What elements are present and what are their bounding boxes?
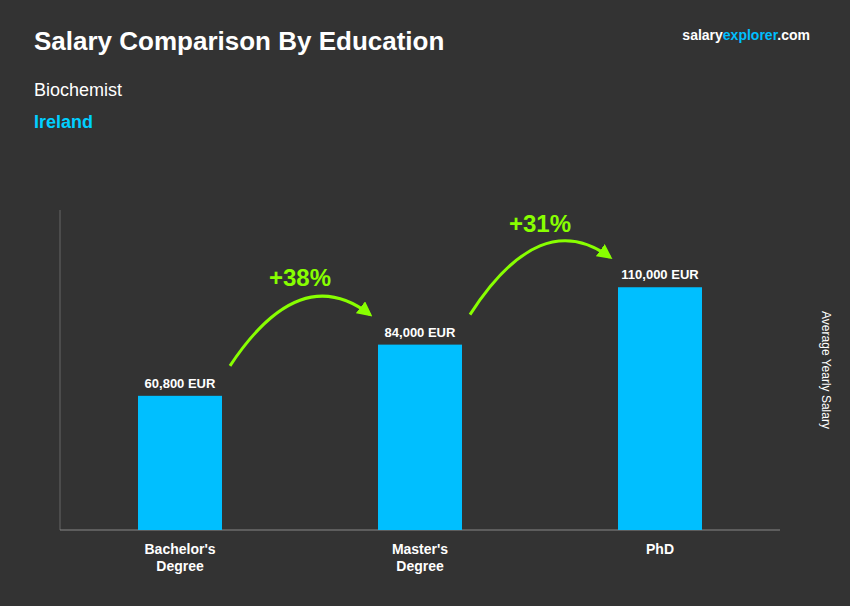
x-tick-label: Bachelor'sDegree [144,541,215,574]
x-tick-label-line: PhD [646,541,674,557]
watermark-part: salary [682,27,723,43]
x-tick-label: Master'sDegree [392,541,448,574]
bars [138,287,702,530]
title: Salary Comparison By Education [34,26,444,56]
watermark: salaryexplorer.com [682,27,810,43]
data-label: 84,000 EUR [385,325,456,340]
data-label: 60,800 EUR [145,376,216,391]
x-tick-label-line: Master's [392,541,448,557]
x-tick-label-line: Degree [156,558,204,574]
data-label: 110,000 EUR [621,267,699,282]
chart-container: Salary Comparison By Education Biochemist… [0,0,850,606]
growth-label: +31% [509,210,571,237]
bar [618,287,702,530]
growth-label: +38% [269,264,331,291]
growth-arrow [230,296,370,366]
y-axis-label: Average Yearly Salary [819,311,833,429]
y-axis-line [60,210,61,530]
growth-arrow [470,241,610,315]
x-tick-label-line: Bachelor's [144,541,215,557]
bar [138,396,222,530]
x-tick-label: PhD [646,541,674,557]
subtitle: Biochemist [34,80,122,100]
country: Ireland [34,112,93,132]
x-tick-label-line: Degree [396,558,444,574]
watermark-part: explorer [723,27,779,43]
chart: Salary Comparison By Education Biochemist… [0,0,850,606]
bar [378,345,462,530]
watermark-part: .com [777,27,810,43]
